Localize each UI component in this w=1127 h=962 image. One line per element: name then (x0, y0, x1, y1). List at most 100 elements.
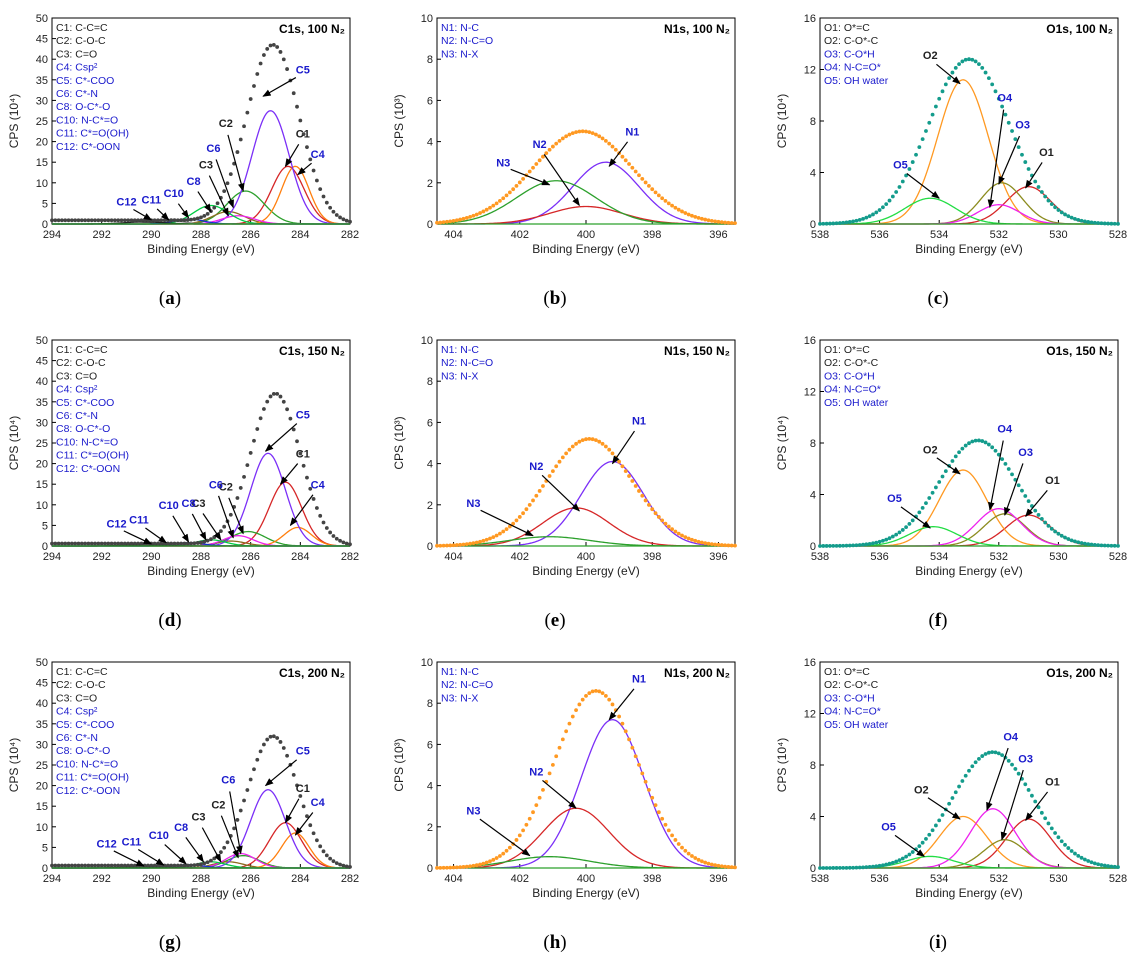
envelope-point (953, 65, 958, 70)
annotation-label-N1: N1 (632, 674, 646, 686)
envelope-point (295, 439, 299, 444)
y-axis-label: CPS (10⁴) (7, 94, 21, 149)
legend-entry: C1: C-C=C (56, 22, 108, 34)
annotation-label-O4: O4 (997, 93, 1013, 105)
envelope-point (541, 788, 545, 792)
y-tick-label: 25 (36, 116, 48, 128)
panel-f: 538 536 534 532 530 528 0 4 8 12 16 Binding Energy … (768, 332, 1127, 632)
annotation-label-O3: O3 (1018, 753, 1033, 765)
envelope-point (298, 118, 303, 123)
annotation-label-C10: C10 (159, 500, 179, 512)
envelope-point (963, 773, 968, 778)
envelope-point (963, 443, 968, 448)
envelope-point (940, 474, 945, 479)
annotation-label-O3: O3 (1018, 447, 1033, 459)
envelope-point (318, 187, 323, 192)
y-tick-label: 4 (427, 781, 433, 793)
x-tick-label: 530 (1049, 873, 1067, 885)
envelope-point (106, 541, 111, 546)
envelope-point (1043, 816, 1048, 821)
envelope-point (847, 220, 852, 224)
caption-b: (b) (543, 288, 567, 309)
envelope-point (623, 158, 628, 163)
envelope-point (973, 438, 978, 443)
envelope-point (960, 446, 965, 451)
envelope-point (56, 863, 61, 868)
x-tick-label: 294 (43, 551, 61, 563)
envelope-point (172, 541, 177, 546)
y-tick-label: 20 (36, 781, 48, 793)
envelope-point (205, 211, 210, 216)
envelope-point (914, 152, 918, 157)
envelope-point (996, 96, 1001, 101)
legend-entry: O3: C-O*H (824, 370, 875, 382)
y-tick-label: 12 (804, 387, 816, 399)
envelope-point (653, 190, 658, 195)
envelope-point (109, 218, 114, 223)
envelope-point (1069, 215, 1074, 220)
envelope-point (980, 754, 985, 758)
envelope-point (1076, 853, 1081, 858)
envelope-point (195, 541, 200, 545)
y-tick-label: 0 (427, 219, 433, 231)
envelope-point (633, 169, 638, 174)
envelope-point (650, 795, 655, 800)
envelope-point (63, 541, 68, 546)
panel-g: 294 292 290 288 286 284 282 0 5 10 15 20 25 30 35 40 45 5… (0, 654, 359, 954)
envelope-point (99, 863, 104, 868)
envelope-point (577, 439, 582, 444)
envelope-point (328, 530, 333, 535)
annotation-arrow (156, 208, 170, 221)
envelope-point (943, 469, 948, 474)
envelope-point (1016, 145, 1021, 149)
envelope-point (252, 438, 256, 443)
envelope-point (1026, 788, 1031, 792)
y-tick-label: 30 (36, 95, 48, 107)
envelope-point (1049, 202, 1054, 207)
envelope-point (255, 72, 260, 76)
envelope-point (837, 543, 842, 548)
y-tick-label: 12 (804, 709, 816, 721)
x-tick-label: 532 (990, 873, 1008, 885)
envelope-point (841, 865, 846, 870)
envelope-point (640, 176, 645, 181)
legend-entry: O1: O*=C (824, 666, 870, 678)
envelope-point (192, 541, 197, 546)
legend-entry: C11: C*=O(OH) (56, 450, 129, 462)
annotation-arrow (284, 144, 300, 168)
envelope-point (202, 539, 207, 544)
envelope-point (228, 172, 233, 177)
annotation-label-C5: C5 (296, 409, 310, 421)
envelope-point (590, 689, 595, 694)
envelope-point (841, 220, 846, 225)
envelope-point (1086, 220, 1091, 224)
annotation-label-O5: O5 (887, 493, 902, 505)
envelope-point (996, 751, 1001, 756)
annotation-label-C8: C8 (174, 822, 188, 834)
y-tick-label: 5 (42, 520, 48, 532)
annotation-label-O3: O3 (1015, 120, 1030, 132)
x-axis-label: Binding Energy (eV) (147, 886, 254, 900)
envelope-point (1023, 494, 1028, 498)
envelope-point (699, 216, 704, 221)
x-axis-label: Binding Energy (eV) (147, 564, 254, 578)
legend-entry: C1: C-C=C (56, 344, 108, 356)
envelope-point (1073, 216, 1077, 221)
envelope-point (643, 779, 648, 784)
envelope-point (900, 856, 905, 861)
legend-entry: O4: N-C=O* (824, 384, 881, 396)
envelope-point (242, 124, 246, 129)
envelope-point (564, 134, 569, 139)
envelope-point (1053, 831, 1057, 835)
envelope-point (957, 62, 961, 67)
envelope-point (341, 863, 346, 868)
envelope-point (590, 437, 595, 442)
annotation-arrow (611, 430, 635, 465)
envelope-point (723, 220, 727, 225)
envelope-point (554, 464, 559, 469)
envelope-point (344, 541, 349, 546)
envelope-point (258, 416, 263, 421)
chart-title: C1s, 100 N₂ (279, 22, 345, 36)
envelope-point (690, 854, 694, 858)
y-tick-label: 0 (427, 541, 433, 553)
